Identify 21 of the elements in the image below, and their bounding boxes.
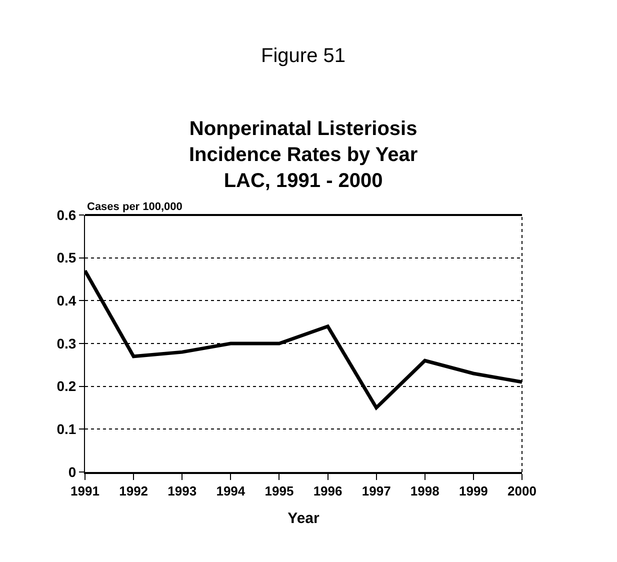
y-tick-label: 0.2 (56, 378, 76, 394)
y-axis-title: Cases per 100,000 (87, 201, 182, 213)
x-tick-label: 2000 (508, 484, 536, 499)
x-tick-label: 1993 (168, 484, 197, 499)
x-tick-label: 1998 (410, 484, 440, 499)
x-tick-label: 1999 (458, 484, 488, 499)
x-tick-label: 1991 (70, 484, 100, 499)
y-tick-label: 0.4 (56, 292, 76, 309)
y-tick-label: 0.6 (56, 206, 76, 223)
y-tick-label: 0 (68, 464, 76, 480)
y-tick-label: 0.5 (56, 250, 76, 266)
x-tick-label: 1992 (119, 484, 148, 499)
x-axis-title: Year (288, 510, 320, 528)
y-tick-label: 0.1 (56, 421, 76, 438)
chart-title: Figure 51 (261, 45, 346, 67)
x-tick-label: 1997 (362, 484, 391, 499)
x-tick-label: 1996 (313, 484, 342, 499)
y-tick-label: 0.3 (56, 335, 76, 352)
x-tick-label: 1995 (264, 484, 294, 499)
chart-subtitle: Nonperinatal Listeriosis Incidence Rates by Year LAC, 1991 - 2000 (189, 118, 418, 192)
x-tick-label: 1994 (216, 484, 246, 499)
